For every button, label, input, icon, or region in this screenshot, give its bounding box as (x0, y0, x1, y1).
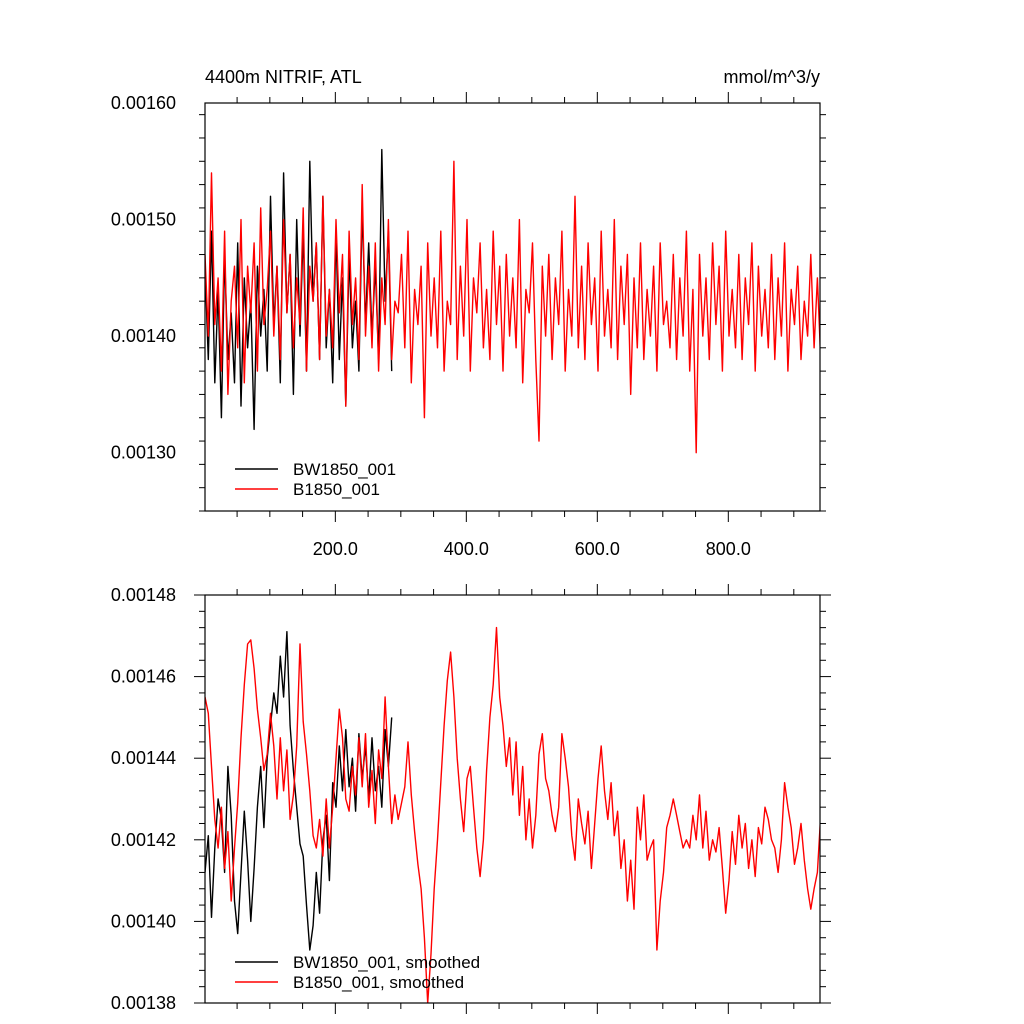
top-panel: 0.00130 0.00140 0.00150 0.00160 200.0 400.0 60… (111, 67, 826, 559)
plot-frame (204, 102, 821, 512)
x-tick-label: 600.0 (575, 539, 620, 559)
y-tick-label: 0.00150 (111, 210, 176, 230)
x-tick-label: 400.0 (444, 539, 489, 559)
y-tick-label: 0.00146 (111, 667, 176, 687)
bottom-panel: 0.00138 0.00140 0.00142 0.00144 0.00146 0.001… (111, 584, 831, 1014)
y-tick-label: 0.00142 (111, 830, 176, 850)
legend-label: B1850_001 (293, 480, 380, 499)
plot-frame (204, 594, 821, 1004)
x-tick-label: 200.0 (313, 539, 358, 559)
series-group (205, 148, 820, 454)
y-tick-label: 0.00130 (111, 443, 176, 463)
y-tick-label: 0.00140 (111, 326, 176, 346)
legend-label: BW1850_001, smoothed (293, 953, 480, 972)
y-tick-label: 0.00140 (111, 911, 176, 931)
series-line-b1850-001 (205, 160, 820, 454)
y-tick-label: 0.00148 (111, 585, 176, 605)
units-label: mmol/m^3/y (724, 67, 820, 87)
legend-label: B1850_001, smoothed (293, 973, 464, 992)
x-tick-label: 800.0 (706, 539, 751, 559)
legend-label: BW1850_001 (293, 460, 396, 479)
y-tick-label: 0.00160 (111, 93, 176, 113)
chart-title: 4400m NITRIF, ATL (205, 67, 362, 87)
y-tick-label: 0.00144 (111, 748, 176, 768)
y-tick-label: 0.00138 (111, 993, 176, 1013)
series-line-b1850-001 (205, 626, 820, 1003)
series-group (205, 626, 820, 1003)
